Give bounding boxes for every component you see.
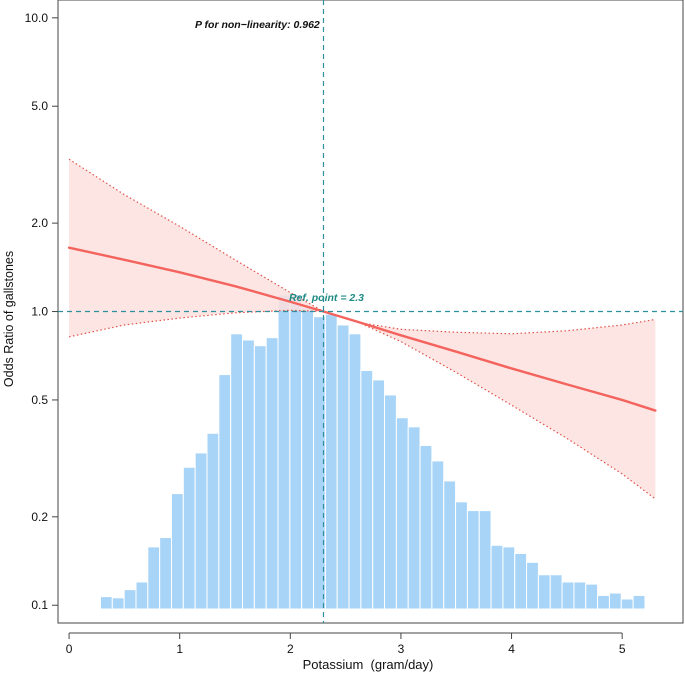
histogram-bar bbox=[420, 445, 432, 609]
histogram-bar bbox=[290, 295, 302, 609]
histogram-bar bbox=[278, 295, 290, 609]
histogram-bar bbox=[633, 595, 645, 609]
y-tick-label: 10.0 bbox=[25, 11, 49, 25]
histogram-bar bbox=[207, 433, 219, 609]
histogram-bar bbox=[408, 427, 420, 609]
x-tick-label: 4 bbox=[508, 642, 515, 656]
y-tick-label: 1.0 bbox=[31, 305, 48, 319]
y-tick-label: 0.2 bbox=[31, 510, 48, 524]
histogram-bar bbox=[172, 494, 184, 609]
plot-area bbox=[58, 0, 683, 623]
histogram-bar bbox=[266, 338, 278, 609]
histogram-bar bbox=[538, 575, 550, 609]
histogram-bar bbox=[479, 511, 491, 609]
x-tick-label: 0 bbox=[66, 642, 73, 656]
histogram-bar bbox=[349, 334, 361, 609]
histogram-bar bbox=[112, 598, 124, 609]
histogram-bar bbox=[373, 380, 385, 609]
histogram-bar bbox=[124, 590, 136, 609]
x-axis-label: Potassium (gram/day) bbox=[303, 657, 434, 672]
histogram-bar bbox=[302, 308, 314, 609]
histogram-bar bbox=[503, 547, 515, 609]
histogram-bar bbox=[361, 370, 373, 609]
histogram-bar bbox=[385, 395, 397, 609]
histogram-bar bbox=[219, 375, 231, 609]
x-tick-label: 3 bbox=[398, 642, 405, 656]
histogram-bar bbox=[100, 597, 112, 609]
histogram-bar bbox=[136, 582, 148, 609]
histogram-bar bbox=[148, 547, 160, 609]
histogram-bar bbox=[183, 467, 195, 609]
histogram-bar bbox=[231, 334, 243, 609]
y-tick-label: 5.0 bbox=[31, 99, 48, 113]
histogram-bar bbox=[515, 554, 527, 609]
histogram-bar bbox=[491, 545, 503, 609]
histogram-bar bbox=[337, 325, 349, 609]
histogram-bar bbox=[456, 502, 468, 609]
histogram-bar bbox=[160, 538, 172, 609]
histogram-bar bbox=[598, 595, 610, 609]
histogram-bar bbox=[325, 314, 337, 609]
y-tick-label: 0.1 bbox=[31, 598, 48, 612]
histogram-bar bbox=[254, 346, 266, 609]
histogram-bar bbox=[195, 453, 207, 609]
y-tick-label: 0.5 bbox=[31, 393, 48, 407]
nonlinearity-annotation: P for non−linearity: 0.962 bbox=[195, 19, 320, 31]
x-tick-label: 2 bbox=[287, 642, 294, 656]
x-tick-label: 1 bbox=[176, 642, 183, 656]
reference-point-label: Ref. point = 2.3 bbox=[289, 292, 364, 304]
histogram-bar bbox=[396, 418, 408, 609]
x-tick-label: 5 bbox=[619, 642, 626, 656]
histogram-bar bbox=[527, 562, 539, 609]
y-tick-label: 2.0 bbox=[31, 216, 48, 230]
histogram-bar bbox=[621, 599, 633, 609]
y-axis-label: Odds Ratio of gallstones bbox=[2, 251, 16, 387]
histogram-bar bbox=[432, 461, 444, 609]
histogram-bar bbox=[574, 582, 586, 609]
histogram-bar bbox=[562, 582, 574, 609]
histogram-bar bbox=[444, 481, 456, 609]
histogram-bar bbox=[586, 584, 598, 609]
histogram-bar bbox=[467, 511, 479, 609]
histogram-bar bbox=[609, 593, 621, 609]
histogram-bar bbox=[243, 340, 255, 609]
histogram-bar bbox=[550, 575, 562, 609]
